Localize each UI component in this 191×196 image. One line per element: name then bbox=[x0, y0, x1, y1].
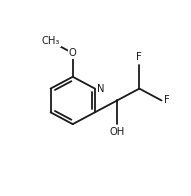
Text: N: N bbox=[97, 84, 105, 94]
Text: CH₃: CH₃ bbox=[41, 36, 60, 46]
Text: F: F bbox=[136, 52, 142, 62]
Text: F: F bbox=[164, 95, 169, 105]
Text: OH: OH bbox=[109, 127, 125, 137]
Text: O: O bbox=[69, 48, 77, 58]
